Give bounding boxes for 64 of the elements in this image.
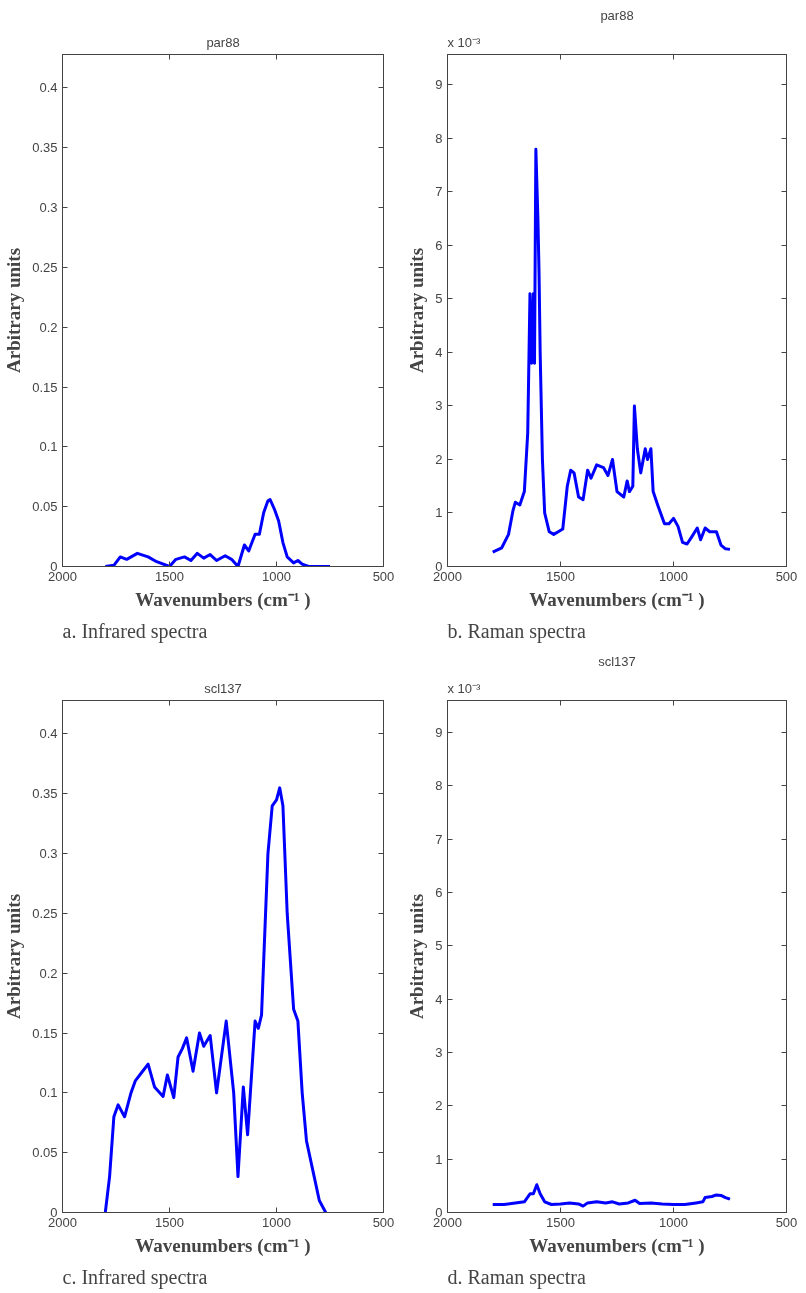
y-tick-label: 4 [435, 991, 443, 1007]
y-tick-label: 9 [435, 725, 443, 740]
y-tick-label: 8 [435, 778, 443, 794]
chart-title: par88 [206, 34, 240, 50]
y-tick-label: 0.3 [39, 200, 58, 216]
x-tick-label: 500 [775, 1214, 798, 1230]
y-tick-label: 0.1 [39, 439, 58, 455]
x-tick-label: 1500 [546, 1214, 575, 1230]
y-tick-label: 1 [435, 505, 443, 521]
y-tick-label: 0.25 [32, 905, 58, 921]
x-tick-label: 1000 [262, 1214, 291, 1230]
y-tick-label: 0.35 [32, 140, 58, 156]
y-axis-title: Arbitrary units [3, 247, 25, 374]
y-tick-label: 0.15 [32, 379, 58, 395]
x-tick-label: 1000 [659, 1214, 688, 1230]
chart-title: scl137 [204, 680, 242, 696]
text: d. Raman spectra [447, 1265, 586, 1289]
y-tick-label: 7 [435, 831, 443, 847]
y-tick-label: 0.05 [32, 1145, 58, 1161]
y-tick-label: 8 [435, 131, 443, 146]
y-tick-label: 3 [435, 1045, 443, 1060]
y-axis-title: Arbitrary units [406, 247, 428, 374]
y-tick-label: 0.15 [32, 1025, 58, 1041]
y-tick-label: 9 [435, 77, 443, 93]
chart-title: par88 [600, 7, 634, 23]
text: a. Infrared spectra [62, 619, 208, 643]
x-axis-title: Wavenumbers (cm⁻¹ ) [135, 1234, 311, 1257]
y-tick-label: 0.4 [39, 726, 58, 742]
y-tick-label: 0.4 [39, 80, 58, 96]
x-tick-label: 1000 [659, 568, 688, 584]
y-tick-label: 7 [435, 184, 443, 200]
x-tick-label: 500 [372, 1214, 395, 1230]
y-tick-label: 0.2 [39, 319, 58, 335]
text: x 10⁻³ [447, 34, 482, 50]
y-axis-title: Arbitrary units [3, 893, 25, 1020]
x-tick-label: 1500 [155, 1214, 184, 1230]
y-tick-label: 5 [435, 291, 443, 307]
x-tick-label: 500 [372, 568, 395, 584]
y-tick-label: 0.1 [39, 1085, 58, 1101]
y-tick-label: 0.2 [39, 965, 58, 981]
text: x 10⁻³ [447, 680, 482, 696]
x-axis-title: Wavenumbers (cm⁻¹ ) [529, 1234, 705, 1257]
y-tick-label: 1 [435, 1151, 443, 1167]
y-tick-label: 5 [435, 938, 443, 954]
y-tick-label: 4 [435, 345, 443, 360]
y-axis-title: Arbitrary units [406, 893, 428, 1020]
y-tick-label: 0.05 [32, 499, 58, 515]
chart-title: scl137 [598, 653, 636, 669]
y-tick-label: 0.35 [32, 786, 58, 802]
y-tick-label: 6 [435, 885, 443, 900]
y-tick-label: 0.25 [32, 259, 58, 275]
y-tick-label: 6 [435, 238, 443, 253]
x-axis-title: Wavenumbers (cm⁻¹ ) [529, 588, 705, 611]
x-tick-label: 1500 [546, 568, 575, 584]
x-tick-label: 1000 [262, 568, 291, 584]
x-tick-label: 500 [775, 568, 798, 584]
y-tick-label: 2 [435, 452, 443, 467]
x-axis-title: Wavenumbers (cm⁻¹ ) [135, 588, 311, 611]
y-tick-label: 3 [435, 398, 443, 414]
text: b. Raman spectra [447, 619, 586, 643]
text: c. Infrared spectra [62, 1265, 208, 1289]
x-tick-label: 1500 [155, 568, 184, 584]
y-tick-label: 0.3 [39, 846, 58, 862]
y-tick-label: 2 [435, 1098, 443, 1114]
